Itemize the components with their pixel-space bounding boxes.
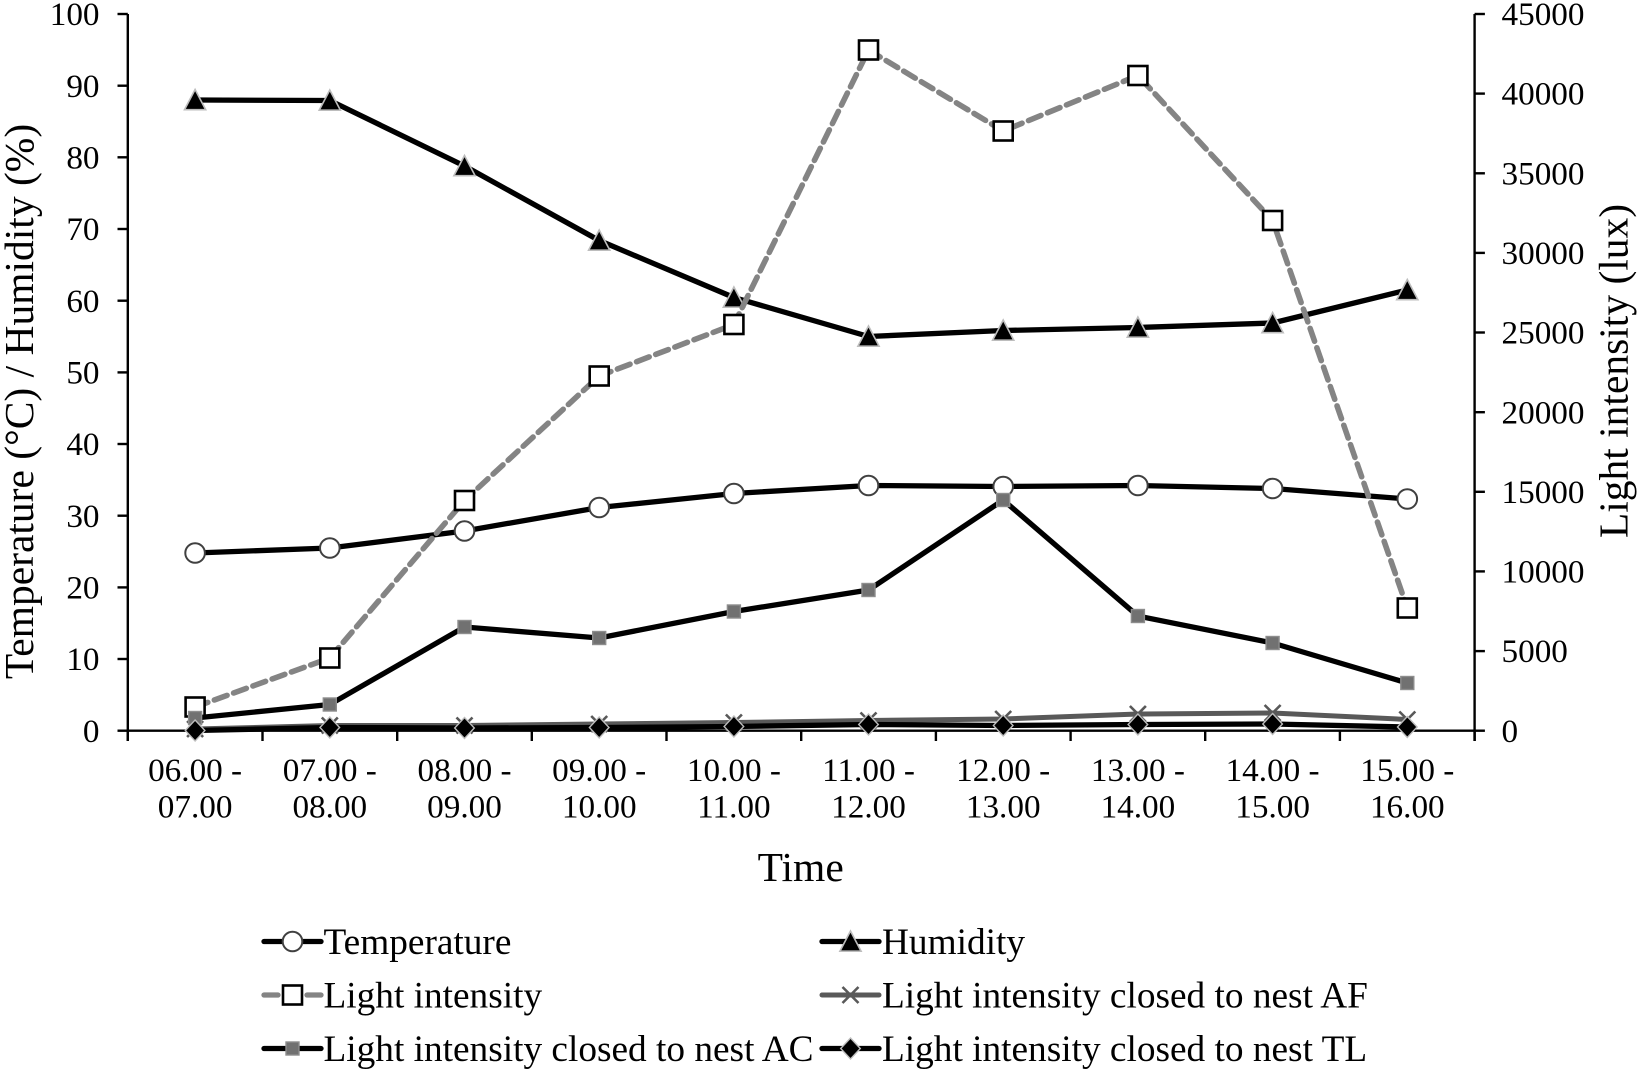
svg-text:Temperature (°C) / Humidity (%: Temperature (°C) / Humidity (%) — [0, 124, 43, 679]
svg-text:13.00: 13.00 — [966, 789, 1041, 826]
svg-text:70: 70 — [66, 211, 99, 248]
svg-text:06.00 -: 06.00 - — [148, 752, 242, 789]
svg-text:20: 20 — [66, 570, 99, 607]
svg-text:100: 100 — [50, 0, 100, 33]
svg-text:Light intensity closed to nest: Light intensity closed to nest AF — [882, 976, 1368, 1017]
svg-text:50: 50 — [66, 355, 99, 392]
svg-text:25000: 25000 — [1502, 315, 1585, 352]
svg-text:09.00: 09.00 — [427, 789, 502, 826]
svg-text:45000: 45000 — [1502, 0, 1585, 33]
svg-text:11.00: 11.00 — [697, 789, 770, 826]
svg-text:10.00 -: 10.00 - — [687, 752, 781, 789]
svg-text:5000: 5000 — [1502, 633, 1568, 670]
svg-text:40: 40 — [66, 426, 99, 463]
svg-text:80: 80 — [66, 139, 99, 176]
svg-text:0: 0 — [83, 713, 100, 750]
svg-text:35000: 35000 — [1502, 155, 1585, 192]
svg-text:10.00: 10.00 — [562, 789, 637, 826]
svg-text:12.00: 12.00 — [831, 789, 906, 826]
svg-text:12.00 -: 12.00 - — [956, 752, 1050, 789]
svg-text:11.00 -: 11.00 - — [822, 752, 915, 789]
svg-text:08.00: 08.00 — [292, 789, 367, 826]
svg-text:16.00: 16.00 — [1370, 789, 1445, 826]
svg-text:Temperature: Temperature — [324, 922, 512, 963]
svg-text:10: 10 — [66, 641, 99, 678]
svg-text:15.00: 15.00 — [1235, 789, 1310, 826]
svg-text:30000: 30000 — [1502, 235, 1585, 272]
svg-text:Light intensity closed to nest: Light intensity closed to nest AC — [324, 1029, 814, 1070]
svg-text:07.00 -: 07.00 - — [283, 752, 377, 789]
svg-text:13.00 -: 13.00 - — [1091, 752, 1185, 789]
svg-text:08.00 -: 08.00 - — [417, 752, 511, 789]
svg-text:40000: 40000 — [1502, 76, 1585, 113]
svg-text:0: 0 — [1502, 713, 1519, 750]
svg-text:Light intensity (lux): Light intensity (lux) — [1591, 204, 1638, 538]
svg-text:14.00 -: 14.00 - — [1226, 752, 1320, 789]
svg-text:15000: 15000 — [1502, 474, 1585, 511]
svg-text:15.00 -: 15.00 - — [1360, 752, 1454, 789]
svg-text:20000: 20000 — [1502, 394, 1585, 431]
svg-text:10000: 10000 — [1502, 554, 1585, 591]
svg-text:07.00: 07.00 — [158, 789, 233, 826]
svg-text:30: 30 — [66, 498, 99, 535]
svg-text:14.00: 14.00 — [1101, 789, 1176, 826]
svg-text:Light intensity closed to nest: Light intensity closed to nest TL — [882, 1029, 1367, 1070]
svg-text:60: 60 — [66, 283, 99, 320]
svg-text:Light intensity: Light intensity — [324, 976, 543, 1017]
svg-text:Time: Time — [758, 844, 844, 890]
svg-text:90: 90 — [66, 68, 99, 105]
svg-text:09.00 -: 09.00 - — [552, 752, 646, 789]
svg-text:Humidity: Humidity — [882, 922, 1025, 963]
